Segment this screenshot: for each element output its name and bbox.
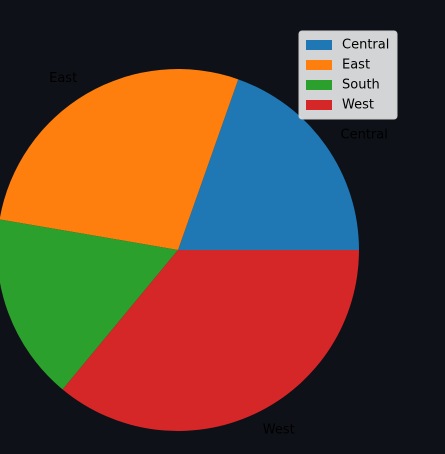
legend-swatch-central [306,40,332,50]
legend-swatch-west [306,100,332,110]
slice-label-central: Central [341,128,388,143]
pie-slice-south [0,219,178,390]
legend-swatch-south [306,80,332,90]
legend-box [298,30,398,120]
legend-label-west: West [342,98,374,113]
legend-label-south: South [342,78,380,93]
pie-slices [0,69,359,431]
slice-label-west: West [263,423,295,438]
legend-swatch-east [306,60,332,70]
pie-slice-central [178,79,359,250]
slice-label-east: East [49,71,77,86]
pie-slice-east [0,69,239,250]
legend-label-east: East [342,58,370,73]
pie-slice-west [62,250,359,431]
legend-label-central: Central [342,38,389,53]
pie-slice-labels: Central East South West [49,71,388,438]
legend: Central East South West [298,30,398,120]
